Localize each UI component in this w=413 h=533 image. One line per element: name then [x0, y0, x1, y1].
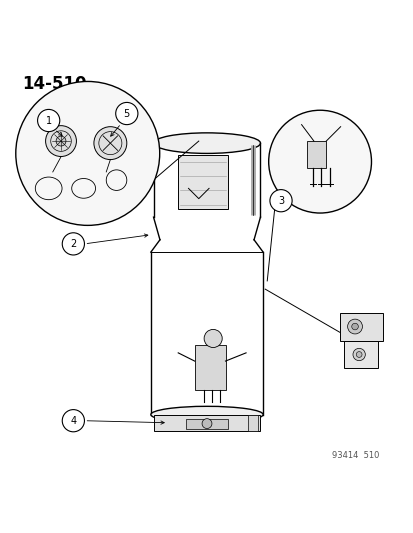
Circle shape [269, 190, 292, 212]
Circle shape [204, 329, 222, 348]
Circle shape [56, 136, 66, 146]
Bar [186, 418, 227, 429]
Ellipse shape [94, 127, 126, 159]
Bar [194, 345, 225, 390]
Bar [339, 312, 382, 341]
Ellipse shape [45, 126, 76, 157]
Circle shape [352, 349, 364, 361]
Bar [306, 141, 325, 168]
Text: 2: 2 [70, 239, 76, 249]
Circle shape [347, 319, 361, 334]
Circle shape [356, 352, 361, 358]
Circle shape [202, 418, 211, 429]
Text: 4: 4 [70, 416, 76, 426]
Ellipse shape [153, 133, 260, 154]
Circle shape [115, 102, 138, 125]
Circle shape [268, 110, 370, 213]
Ellipse shape [150, 406, 263, 423]
Circle shape [38, 109, 59, 132]
Bar [153, 415, 260, 431]
Text: 5: 5 [123, 109, 130, 118]
Circle shape [16, 82, 159, 225]
Bar [343, 341, 377, 368]
Circle shape [62, 409, 84, 432]
Text: 93414  510: 93414 510 [332, 451, 379, 460]
Bar [178, 156, 227, 209]
Text: 3: 3 [277, 196, 283, 206]
Circle shape [351, 323, 358, 330]
Text: 1: 1 [45, 116, 52, 125]
Circle shape [62, 233, 84, 255]
Bar [247, 415, 258, 431]
Text: 14-510: 14-510 [22, 75, 86, 93]
